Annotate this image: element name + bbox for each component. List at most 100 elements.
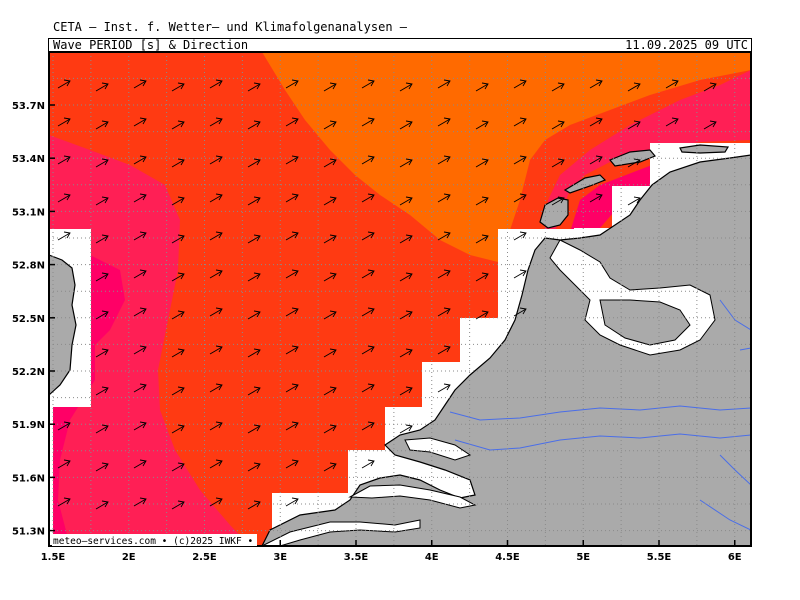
latitude-labels: 53.7N 53.4N 53.1N 52.8N 52.5N 52.2N 51.9N 51.6N… [12,101,45,538]
wave-direction-arrow [513,231,527,241]
wave-direction-arrow [323,424,337,434]
rivers [449,299,751,531]
wave-direction-arrow [95,500,109,510]
wave-direction-arrow [95,386,109,396]
lat-label: 53.7N [12,101,45,112]
period-field-shortest-coast [570,165,652,232]
wave-direction-arrow [399,386,413,396]
wave-direction-arrow [361,117,375,127]
wave-direction-arrow [95,272,109,282]
lon-label: 3E [273,552,287,563]
wave-direction-arrow [551,120,565,130]
wave-direction-arrow [247,82,261,92]
wave-direction-arrow [437,79,451,89]
wave-direction-arrow [361,269,375,279]
wave-direction-arrow [133,155,147,165]
wave-direction-arrow [361,231,375,241]
wave-direction-arrow [703,82,717,92]
wave-direction-arrow [627,196,641,206]
wave-direction-arrow [589,193,603,203]
wave-direction-arrow [247,234,261,244]
wave-direction-arrow [171,158,185,168]
wave-direction-arrow [133,307,147,317]
wave-direction-arrow [589,155,603,165]
wave-direction-arrow [589,117,603,127]
lon-label: 5.5E [647,552,672,563]
lat-label: 53.4N [12,154,45,165]
lon-label: 6E [728,552,742,563]
wave-direction-arrow [209,155,223,165]
estuary-westerschelde [261,519,421,546]
wave-direction-arrow [285,345,299,355]
wave-direction-arrow [665,79,679,89]
wave-direction-arrow [95,310,109,320]
wave-direction-arrow [171,424,185,434]
wave-direction-arrows [57,79,717,510]
wave-direction-arrow [57,421,71,431]
wave-direction-arrow [399,158,413,168]
wave-direction-arrow [133,497,147,507]
wave-direction-arrow [323,158,337,168]
lon-label: 4E [425,552,439,563]
wave-direction-arrow [475,196,489,206]
period-field-long [262,52,751,262]
wave-direction-arrow [95,424,109,434]
wave-direction-arrow [171,234,185,244]
credit-background [52,534,257,546]
wave-direction-arrow [209,421,223,431]
wave-direction-arrow [475,158,489,168]
wave-direction-arrow [323,348,337,358]
land-england [49,254,77,396]
wave-direction-arrow [589,79,603,89]
wave-direction-arrow [361,459,375,469]
lat-label: 52.8N [12,261,45,272]
wave-direction-arrow [209,383,223,393]
wave-direction-arrow [285,79,299,89]
wave-direction-arrow [285,269,299,279]
wave-direction-arrow [171,310,185,320]
wave-direction-arrow [133,117,147,127]
wave-direction-arrow [133,193,147,203]
lon-label: 2E [122,552,136,563]
wave-direction-arrow [171,500,185,510]
land-netherlands [261,154,751,546]
wave-direction-arrow [437,155,451,165]
wave-direction-arrow [323,82,337,92]
wave-direction-arrow [323,310,337,320]
wave-direction-arrow [551,158,565,168]
wave-direction-arrow [513,79,527,89]
wave-direction-arrow [437,117,451,127]
wave-direction-arrow [361,383,375,393]
wave-direction-arrow [551,82,565,92]
wave-direction-arrow [133,421,147,431]
wave-direction-arrow [171,196,185,206]
wave-direction-arrow [285,307,299,317]
wave-direction-arrow [399,196,413,206]
wave-direction-arrow [627,158,641,168]
wave-direction-arrow [171,82,185,92]
wave-direction-arrow [171,348,185,358]
wave-direction-arrow [209,459,223,469]
wave-direction-arrow [209,345,223,355]
wave-direction-arrow [247,348,261,358]
wave-direction-arrow [57,497,71,507]
wave-direction-arrow [133,459,147,469]
wave-direction-arrow [285,459,299,469]
lat-label: 51.6N [12,473,45,484]
wave-direction-arrow [361,421,375,431]
dotted-grid [49,52,751,546]
period-field-short-west [49,135,250,546]
island-ameland [679,144,730,154]
island-texel [539,197,569,229]
wave-direction-arrow [95,120,109,130]
wave-direction-arrow [513,307,527,317]
wave-direction-arrow [323,234,337,244]
lon-label: 3.5E [344,552,369,563]
wave-direction-arrow [57,79,71,89]
longitude-labels: 1.5E 2E 2.5E 3E 3.5E 4E 4.5E 5E 5.5E 6E [41,552,742,563]
wave-direction-arrow [361,155,375,165]
wave-direction-arrow [95,348,109,358]
wave-direction-arrow [171,386,185,396]
wave-direction-arrow [247,500,261,510]
wave-direction-arrow [399,272,413,282]
